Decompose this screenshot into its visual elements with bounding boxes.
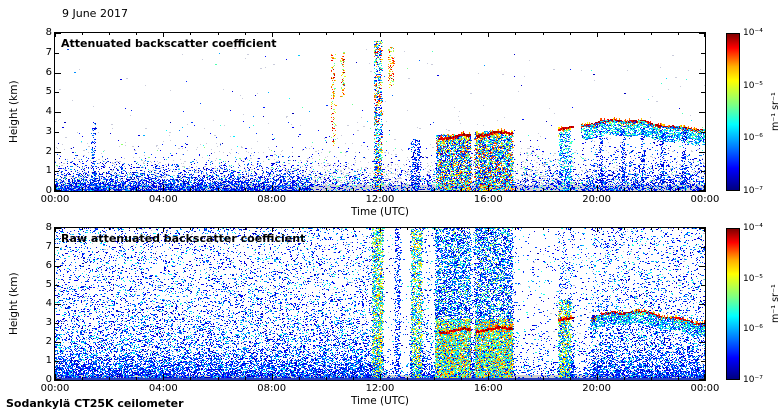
colorbar-top: 10⁻⁴ 10⁻⁵ 10⁻⁶ 10⁻⁷ m⁻¹ sr⁻¹: [726, 28, 780, 196]
y-axis-label-top: Height (km): [8, 80, 20, 144]
panel-title-bottom: Raw attenuated backscatter coefficient: [61, 232, 306, 245]
colorbar-bottom: 10⁻⁴ 10⁻⁵ 10⁻⁶ 10⁻⁷ m⁻¹ sr⁻¹: [726, 223, 780, 385]
y-tick-label: 2: [45, 145, 52, 157]
y-tick-label: 0: [45, 185, 52, 196]
y-axis-ticks-bottom: 8 7 6 5 4 3 2 1 0: [26, 221, 52, 387]
y-tick-label: 3: [45, 125, 52, 137]
x-tick-label: 16:00: [473, 383, 503, 394]
y-tick-label: 0: [45, 374, 52, 385]
x-axis-ticks-top: 00:00 04:00 08:00 12:00 16:00 20:00 00:0…: [37, 194, 723, 205]
colorbar-tick-label: 10⁻⁷: [743, 374, 763, 385]
colorbar-tick-label: 10⁻⁴: [743, 223, 763, 233]
x-tick-label: 12:00: [365, 194, 395, 205]
instrument-label: Sodankylä CT25K ceilometer: [6, 397, 184, 410]
colorbar-ticks: 10⁻⁴ 10⁻⁵ 10⁻⁶ 10⁻⁷: [743, 26, 769, 198]
x-axis-label-bottom: Time (UTC): [350, 395, 410, 407]
x-tick-label: 20:00: [582, 383, 612, 394]
colorbar-ticks: 10⁻⁴ 10⁻⁵ 10⁻⁶ 10⁻⁷: [743, 221, 769, 387]
colorbar-tick-label: 10⁻⁷: [743, 185, 763, 196]
y-tick-label: 8: [45, 27, 52, 38]
y-tick-label: 4: [45, 298, 52, 309]
x-tick-label: 16:00: [473, 194, 503, 205]
colorbar-unit-label: m⁻¹ sr⁻¹: [770, 284, 780, 324]
y-tick-label: 6: [45, 66, 52, 78]
colorbar-tick-label: 10⁻⁴: [743, 28, 763, 38]
raw-attenuated-backscatter-heatmap: [54, 227, 706, 381]
y-tick-label: 7: [45, 46, 52, 58]
colorbar-tick-label: 10⁻⁵: [743, 273, 763, 284]
colorbar-tick-label: 10⁻⁵: [743, 80, 763, 91]
y-axis-label-bottom: Height (km): [8, 272, 20, 336]
colorbar-tick-label: 10⁻⁶: [743, 133, 763, 144]
x-tick-label: 00:00: [690, 194, 720, 205]
y-tick-label: 6: [45, 260, 52, 271]
y-tick-label: 5: [45, 279, 52, 290]
y-tick-label: 4: [45, 106, 52, 117]
x-tick-label: 04:00: [148, 194, 178, 205]
x-tick-label: 00:00: [40, 194, 70, 205]
x-tick-label: 12:00: [365, 383, 395, 394]
colorbar-gradient: [726, 228, 740, 380]
y-axis-ticks-top: 8 7 6 5 4 3 2 1 0: [26, 26, 52, 198]
y-tick-label: 7: [45, 241, 52, 252]
x-axis-ticks-bottom: 00:00 04:00 08:00 12:00 16:00 20:00 00:0…: [37, 383, 723, 394]
colorbar-tick-label: 10⁻⁶: [743, 324, 763, 335]
panel-title-top: Attenuated backscatter coefficient: [61, 37, 277, 50]
y-tick-label: 1: [45, 355, 52, 366]
date-label: 9 June 2017: [62, 7, 128, 20]
x-tick-label: 00:00: [690, 383, 720, 394]
x-tick-label: 20:00: [582, 194, 612, 205]
y-tick-label: 5: [45, 86, 52, 98]
y-tick-label: 8: [45, 222, 52, 233]
colorbar-gradient: [726, 33, 740, 191]
y-tick-label: 2: [45, 336, 52, 347]
x-tick-label: 04:00: [148, 383, 178, 394]
y-tick-label: 1: [45, 165, 52, 177]
x-tick-label: 00:00: [40, 383, 70, 394]
x-axis-label-top: Time (UTC): [350, 206, 410, 218]
x-tick-label: 08:00: [257, 194, 287, 205]
y-tick-label: 3: [45, 317, 52, 328]
colorbar-unit-label: m⁻¹ sr⁻¹: [770, 92, 780, 132]
attenuated-backscatter-heatmap: [54, 32, 706, 192]
x-tick-label: 08:00: [257, 383, 287, 394]
